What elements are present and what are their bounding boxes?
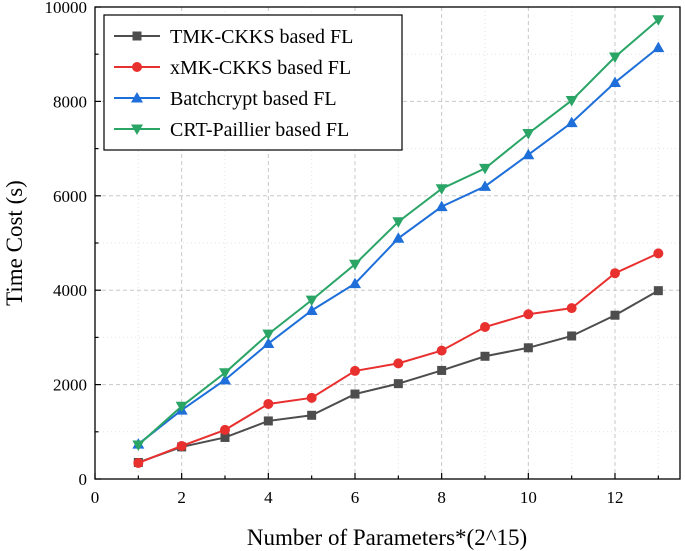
data-point [522, 128, 535, 140]
data-point [263, 398, 274, 409]
data-point [219, 373, 231, 385]
legend-marker [132, 31, 142, 41]
data-point [522, 148, 535, 160]
legend-label: Batchcrypt based FL [170, 88, 337, 110]
x-tick-label: 0 [91, 488, 100, 507]
data-point [479, 163, 491, 175]
y-tick-label: 4000 [53, 281, 87, 300]
legend: TMK-CKKS based FL xMK-CKKS based FL Batchc… [103, 14, 403, 151]
data-point [523, 309, 534, 320]
legend-label: TMK-CKKS based FL [170, 26, 353, 48]
data-point [349, 259, 361, 271]
data-point [350, 389, 360, 399]
data-point [437, 365, 447, 375]
data-point [392, 232, 405, 243]
data-point [610, 310, 620, 320]
data-point [392, 217, 405, 228]
data-point [523, 343, 533, 353]
series-line [137, 289, 659, 464]
legend-marker [131, 92, 143, 103]
data-point [305, 295, 318, 307]
data-point [567, 331, 577, 341]
data-point [565, 116, 578, 128]
data-point [262, 337, 275, 349]
data-point [176, 440, 187, 451]
data-point [133, 457, 144, 468]
data-point [479, 180, 491, 191]
data-point [393, 358, 404, 369]
data-point [305, 304, 318, 315]
legend-label: CRT-Paillier based FL [170, 119, 349, 141]
legend-item: xMK-CKKS based FL [114, 57, 351, 79]
y-tick-label: 0 [79, 470, 88, 489]
data-point [480, 322, 490, 333]
data-point [393, 379, 403, 389]
data-point [132, 440, 145, 452]
x-tick-label: 10 [520, 488, 537, 507]
x-tick-label: 6 [351, 488, 360, 507]
y-tick-label: 2000 [53, 376, 87, 395]
data-point [652, 41, 665, 53]
data-point [652, 15, 665, 26]
data-point [306, 392, 317, 403]
data-point [262, 329, 275, 341]
legend-item: TMK-CKKS based FL [114, 26, 353, 48]
data-point [609, 76, 621, 88]
data-point [480, 351, 490, 361]
data-point [565, 95, 578, 107]
x-axis-label: Number of Parameters*(2^15) [247, 525, 527, 550]
data-point [653, 286, 663, 296]
legend-item: CRT-Paillier based FL [114, 119, 349, 141]
data-point [610, 268, 620, 279]
y-tick-label: 10000 [45, 0, 88, 17]
series-layer [132, 15, 665, 468]
legend-label: xMK-CKKS based FL [170, 57, 351, 79]
data-point [349, 277, 361, 289]
legend-marker [131, 124, 143, 135]
data-point [436, 345, 447, 356]
x-tick-label: 12 [607, 488, 624, 507]
data-point [435, 184, 448, 195]
axis-ticks: 0 2 4 6 8 10 12 0 2000 4000 6000 8000 10000 [45, 0, 659, 507]
legend-box [103, 14, 403, 151]
x-tick-label: 8 [437, 488, 446, 507]
legend-item: Batchcrypt based FL [114, 88, 337, 110]
data-point [609, 52, 621, 64]
data-point [435, 200, 448, 212]
data-point [653, 248, 664, 259]
y-tick-label: 6000 [53, 187, 87, 206]
series-4 [132, 15, 665, 452]
series-3 [132, 41, 665, 449]
data-point [219, 368, 231, 379]
y-tick-label: 8000 [53, 92, 87, 111]
series-2 [133, 248, 664, 468]
x-tick-label: 4 [264, 488, 273, 507]
x-tick-label: 2 [177, 488, 186, 507]
data-point [307, 410, 317, 420]
data-point [220, 432, 230, 442]
data-point [175, 401, 188, 413]
data-point [263, 416, 273, 426]
data-point [220, 424, 230, 435]
y-axis-label: Time Cost (s) [2, 180, 27, 306]
legend-marker [132, 62, 142, 72]
data-point [566, 303, 577, 314]
data-point [350, 365, 360, 376]
